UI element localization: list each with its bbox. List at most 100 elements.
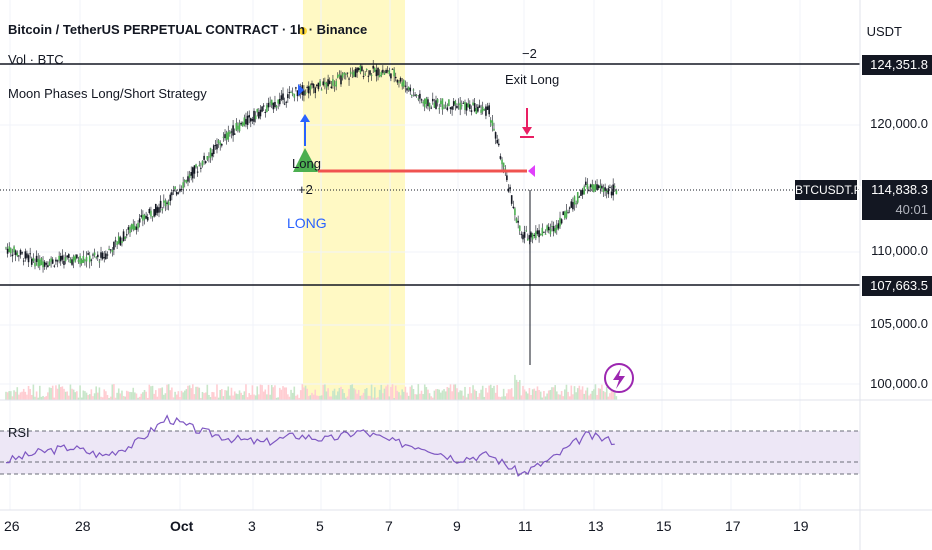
exit-left-marker-icon [528, 165, 535, 177]
volume-bar [546, 393, 548, 400]
volume-indicator-label[interactable]: Vol · BTC [8, 52, 64, 67]
candle-body [275, 105, 278, 108]
volume-bar [287, 394, 289, 400]
candle-body [584, 181, 587, 185]
volume-bar [14, 391, 17, 400]
candle-body [423, 99, 426, 108]
candle-body [117, 236, 120, 244]
candle-body [441, 98, 444, 110]
candle-body [208, 156, 210, 158]
candle-body [19, 250, 22, 255]
candle-body [227, 131, 230, 140]
volume-bar [480, 389, 482, 400]
volume-bar [11, 396, 14, 400]
candle-body [296, 90, 299, 97]
volume-bar [177, 391, 180, 400]
rsi-label[interactable]: RSI [8, 425, 30, 440]
volume-bar [164, 393, 167, 400]
volume-bar [105, 391, 107, 400]
volume-bar [42, 395, 44, 400]
volume-bar [156, 396, 159, 400]
volume-bar [367, 395, 370, 400]
candle-body [575, 203, 577, 205]
volume-bar [113, 384, 115, 400]
volume-bar [601, 384, 603, 400]
candle-body [538, 230, 540, 238]
candle-body [522, 234, 524, 240]
volume-bar [602, 391, 605, 400]
volume-bar [491, 387, 494, 400]
candle-body [383, 72, 386, 75]
candle-body [97, 254, 99, 258]
volume-bar [594, 384, 597, 400]
candle-body [385, 69, 387, 74]
volume-bar [340, 386, 342, 400]
candle-body [343, 72, 346, 75]
volume-bar [237, 394, 239, 400]
candle-body [175, 191, 178, 195]
volume-bar [396, 390, 399, 400]
candle-body [594, 183, 597, 191]
candle-body [295, 87, 297, 89]
volume-bar [143, 389, 146, 400]
volume-bar [245, 384, 247, 400]
candle-body [288, 92, 291, 94]
candle-body [238, 122, 241, 132]
volume-bar [93, 393, 96, 400]
volume-bar [217, 397, 220, 400]
volume-bar [150, 386, 152, 400]
candle-body [22, 260, 25, 262]
candle-body [478, 105, 481, 108]
candle-body [39, 259, 41, 266]
candle-body [166, 202, 168, 205]
candle-body [243, 117, 246, 126]
volume-bar [182, 392, 184, 400]
candle-body [345, 73, 347, 76]
candle-body [506, 175, 508, 181]
moon-dot-icon [299, 27, 307, 35]
candle-body [45, 263, 48, 265]
candle-body [403, 80, 405, 87]
volume-bar [425, 387, 428, 400]
volume-bar [195, 386, 197, 400]
long-arrow-head-icon [300, 114, 310, 122]
candle-body [483, 109, 486, 111]
volume-bar [227, 386, 230, 400]
volume-bar [515, 379, 518, 400]
candle-body [129, 226, 131, 233]
candle-body [469, 104, 471, 109]
candle-body [5, 247, 7, 249]
volume-bar [240, 392, 242, 400]
volume-bar [172, 397, 175, 400]
candle-body [43, 261, 46, 267]
candle-body [593, 185, 595, 193]
volume-bar [68, 395, 70, 400]
volume-bar [77, 397, 80, 400]
resistance-price-tag[interactable]: 124,351.8 [862, 55, 932, 75]
candle-body [11, 254, 14, 257]
volume-bar [335, 395, 337, 400]
volume-bar [586, 387, 589, 400]
chart-title[interactable]: Bitcoin / TetherUS PERPETUAL CONTRACT · … [8, 22, 368, 37]
strategy-indicator-label[interactable]: Moon Phases Long/Short Strategy [8, 86, 207, 101]
candle-body [552, 226, 555, 232]
candle-body [291, 93, 294, 95]
support-price-tag[interactable]: 107,663.5 [862, 276, 932, 296]
candle-body [406, 88, 408, 91]
candle-body [349, 71, 352, 74]
candle-body [293, 93, 296, 98]
volume-bar [398, 392, 400, 400]
volume-bar [346, 396, 349, 400]
volume-bar [24, 391, 27, 400]
volume-bar [39, 385, 41, 400]
volume-bar [386, 384, 389, 400]
candle-body [573, 196, 576, 205]
candle-body [486, 106, 489, 110]
volume-bar [390, 386, 392, 400]
volume-bar [475, 391, 478, 400]
candle-body [578, 196, 581, 198]
volume-bar [264, 389, 267, 400]
candle-body [187, 176, 189, 182]
volume-bar [270, 385, 273, 400]
